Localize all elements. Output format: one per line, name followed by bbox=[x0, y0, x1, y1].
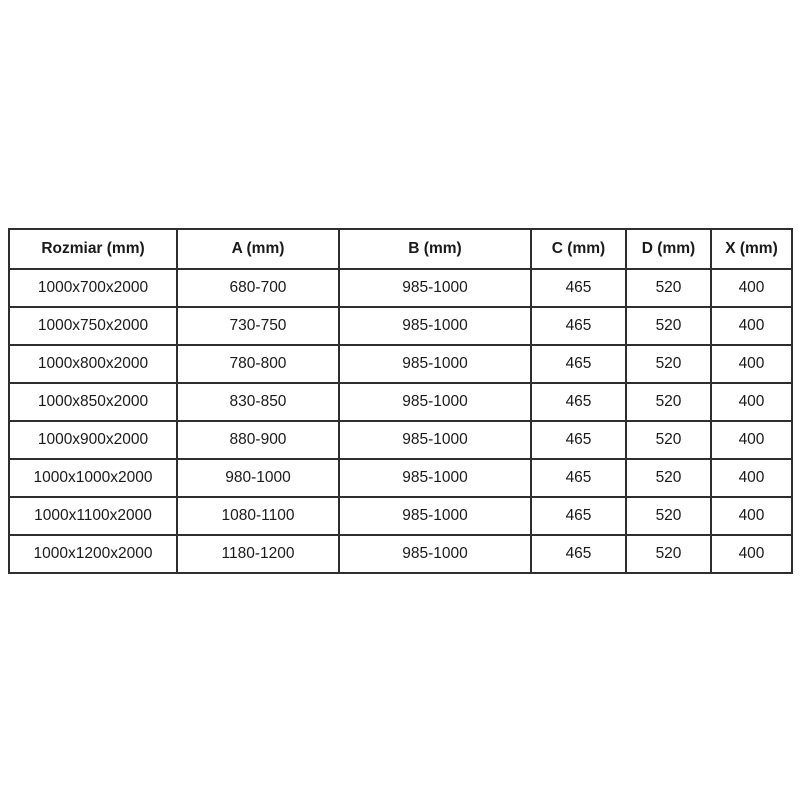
table-cell: 985-1000 bbox=[338, 458, 532, 498]
table-row: 1000x1000x2000 980-1000 985-1000 465 520 400 bbox=[8, 458, 793, 498]
size-table: Rozmiar (mm) A (mm) B (mm) C (mm) D (mm)… bbox=[8, 228, 793, 574]
table-cell: 520 bbox=[625, 268, 712, 308]
table-cell: 400 bbox=[710, 306, 793, 346]
table-cell: 400 bbox=[710, 420, 793, 460]
table-cell: 1000x800x2000 bbox=[8, 344, 178, 384]
table-row: 1000x750x2000 730-750 985-1000 465 520 400 bbox=[8, 306, 793, 346]
table-cell: 520 bbox=[625, 344, 712, 384]
table-cell: 680-700 bbox=[176, 268, 340, 308]
table-cell: 1180-1200 bbox=[176, 534, 340, 574]
table-cell: 985-1000 bbox=[338, 382, 532, 422]
table-cell: 985-1000 bbox=[338, 534, 532, 574]
table-cell: 465 bbox=[530, 306, 627, 346]
table-cell: 465 bbox=[530, 496, 627, 536]
table-cell: 1000x1100x2000 bbox=[8, 496, 178, 536]
table-cell: 985-1000 bbox=[338, 496, 532, 536]
table-cell: 830-850 bbox=[176, 382, 340, 422]
column-header-x: X (mm) bbox=[710, 228, 793, 270]
table-row: 1000x1200x2000 1180-1200 985-1000 465 520 400 bbox=[8, 534, 793, 574]
table-header-row: Rozmiar (mm) A (mm) B (mm) C (mm) D (mm)… bbox=[8, 228, 793, 270]
table-cell: 985-1000 bbox=[338, 420, 532, 460]
table-cell: 400 bbox=[710, 344, 793, 384]
column-header-rozmiar: Rozmiar (mm) bbox=[8, 228, 178, 270]
table-cell: 520 bbox=[625, 496, 712, 536]
table-cell: 1000x900x2000 bbox=[8, 420, 178, 460]
table-cell: 400 bbox=[710, 382, 793, 422]
table-row: 1000x800x2000 780-800 985-1000 465 520 400 bbox=[8, 344, 793, 384]
table-cell: 1000x1000x2000 bbox=[8, 458, 178, 498]
column-header-c: C (mm) bbox=[530, 228, 627, 270]
table-cell: 400 bbox=[710, 534, 793, 574]
table-cell: 1000x700x2000 bbox=[8, 268, 178, 308]
table-cell: 465 bbox=[530, 534, 627, 574]
table-cell: 400 bbox=[710, 458, 793, 498]
table-row: 1000x1100x2000 1080-1100 985-1000 465 520 400 bbox=[8, 496, 793, 536]
table-cell: 520 bbox=[625, 382, 712, 422]
table-cell: 985-1000 bbox=[338, 268, 532, 308]
table-cell: 1000x750x2000 bbox=[8, 306, 178, 346]
table-cell: 780-800 bbox=[176, 344, 340, 384]
table-body: 1000x700x2000 680-700 985-1000 465 520 400 100… bbox=[8, 268, 793, 574]
table-cell: 520 bbox=[625, 458, 712, 498]
table-cell: 1080-1100 bbox=[176, 496, 340, 536]
table-cell: 520 bbox=[625, 534, 712, 574]
table-cell: 465 bbox=[530, 458, 627, 498]
table-cell: 980-1000 bbox=[176, 458, 340, 498]
table-cell: 465 bbox=[530, 344, 627, 384]
table-row: 1000x700x2000 680-700 985-1000 465 520 400 bbox=[8, 268, 793, 308]
column-header-b: B (mm) bbox=[338, 228, 532, 270]
column-header-a: A (mm) bbox=[176, 228, 340, 270]
table-cell: 1000x1200x2000 bbox=[8, 534, 178, 574]
table-cell: 520 bbox=[625, 420, 712, 460]
table-cell: 730-750 bbox=[176, 306, 340, 346]
table-cell: 465 bbox=[530, 268, 627, 308]
table-cell: 985-1000 bbox=[338, 306, 532, 346]
table-cell: 465 bbox=[530, 382, 627, 422]
table-cell: 465 bbox=[530, 420, 627, 460]
table-cell: 400 bbox=[710, 496, 793, 536]
table-cell: 520 bbox=[625, 306, 712, 346]
column-header-d: D (mm) bbox=[625, 228, 712, 270]
table-cell: 1000x850x2000 bbox=[8, 382, 178, 422]
table-row: 1000x850x2000 830-850 985-1000 465 520 400 bbox=[8, 382, 793, 422]
table-cell: 400 bbox=[710, 268, 793, 308]
table-header: Rozmiar (mm) A (mm) B (mm) C (mm) D (mm)… bbox=[8, 228, 793, 270]
table-row: 1000x900x2000 880-900 985-1000 465 520 400 bbox=[8, 420, 793, 460]
table-cell: 880-900 bbox=[176, 420, 340, 460]
table-cell: 985-1000 bbox=[338, 344, 532, 384]
